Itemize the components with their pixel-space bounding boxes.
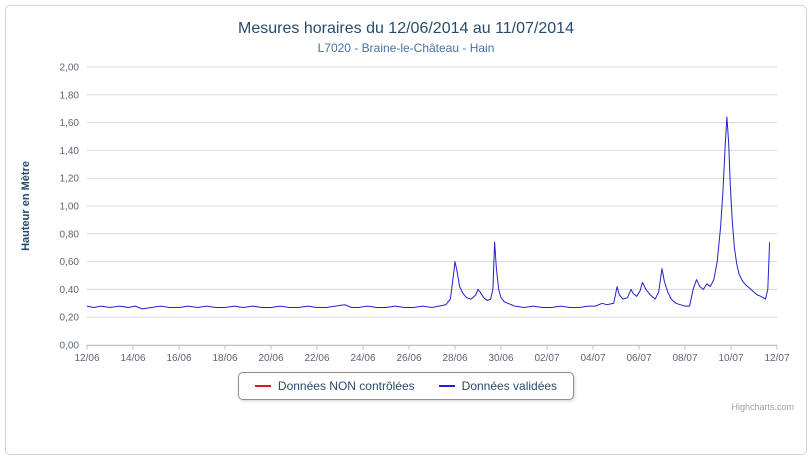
- chart-subtitle: L7020 - Braine-le-Château - Hain: [317, 41, 495, 55]
- y-tick-label: 0,20: [60, 313, 80, 324]
- x-tick-label: 26/06: [396, 353, 421, 364]
- x-tick-label: 14/06: [120, 353, 145, 364]
- blue-line-swatch-icon: [438, 385, 455, 387]
- legend-item-donnees-validees[interactable]: Données validées: [438, 379, 558, 393]
- highcharts-credits-link[interactable]: Highcharts.com: [731, 402, 794, 412]
- y-tick-label: 1,20: [60, 174, 80, 185]
- x-tick-label: 06/07: [626, 353, 651, 364]
- y-tick-label: 1,80: [60, 90, 80, 101]
- y-axis-title: Hauteur en Mètre: [20, 161, 32, 251]
- y-tick-label: 1,40: [60, 146, 80, 157]
- x-tick-label: 20/06: [258, 353, 283, 364]
- x-tick-label: 12/06: [74, 353, 99, 364]
- y-tick-label: 0,40: [60, 285, 80, 296]
- x-tick-label: 02/07: [534, 353, 559, 364]
- y-tick-label: 0,60: [60, 257, 80, 268]
- x-tick-label: 10/07: [718, 353, 743, 364]
- red-line-swatch-icon: [254, 385, 271, 387]
- legend-label: Données validées: [461, 379, 558, 393]
- x-tick-label: 28/06: [442, 353, 467, 364]
- x-tick-label: 04/07: [580, 353, 605, 364]
- legend-label: Données NON contrôlées: [277, 379, 415, 393]
- legend-item-donnees-non-controlees[interactable]: Données NON contrôlées: [254, 379, 415, 393]
- x-tick-label: 12/07: [764, 353, 789, 364]
- x-tick-label: 30/06: [488, 353, 513, 364]
- y-tick-label: 0,00: [60, 341, 80, 352]
- x-tick-label: 08/07: [672, 353, 697, 364]
- x-tick-label: 22/06: [304, 353, 329, 364]
- y-tick-label: 0,80: [60, 229, 80, 240]
- y-tick-label: 1,60: [60, 118, 80, 129]
- x-tick-label: 18/06: [212, 353, 237, 364]
- chart-title: Mesures horaires du 12/06/2014 au 11/07/…: [238, 20, 574, 37]
- y-tick-label: 2,00: [60, 63, 80, 74]
- chart-container: Mesures horaires du 12/06/2014 au 11/07/…: [5, 5, 807, 455]
- legend-row: Données NON contrôlées Données validées: [6, 372, 806, 400]
- x-tick-label: 24/06: [350, 353, 375, 364]
- series-line-1: [86, 116, 771, 310]
- plot-area: 0,00 0,20 0,40 0,60 0,80 1,00 1,20 1,40 1,60 1,80…: [20, 63, 790, 365]
- x-tick-label: 16/06: [166, 353, 191, 364]
- y-tick-label: 1,00: [60, 202, 80, 213]
- legend: Données NON contrôlées Données validées: [237, 372, 575, 400]
